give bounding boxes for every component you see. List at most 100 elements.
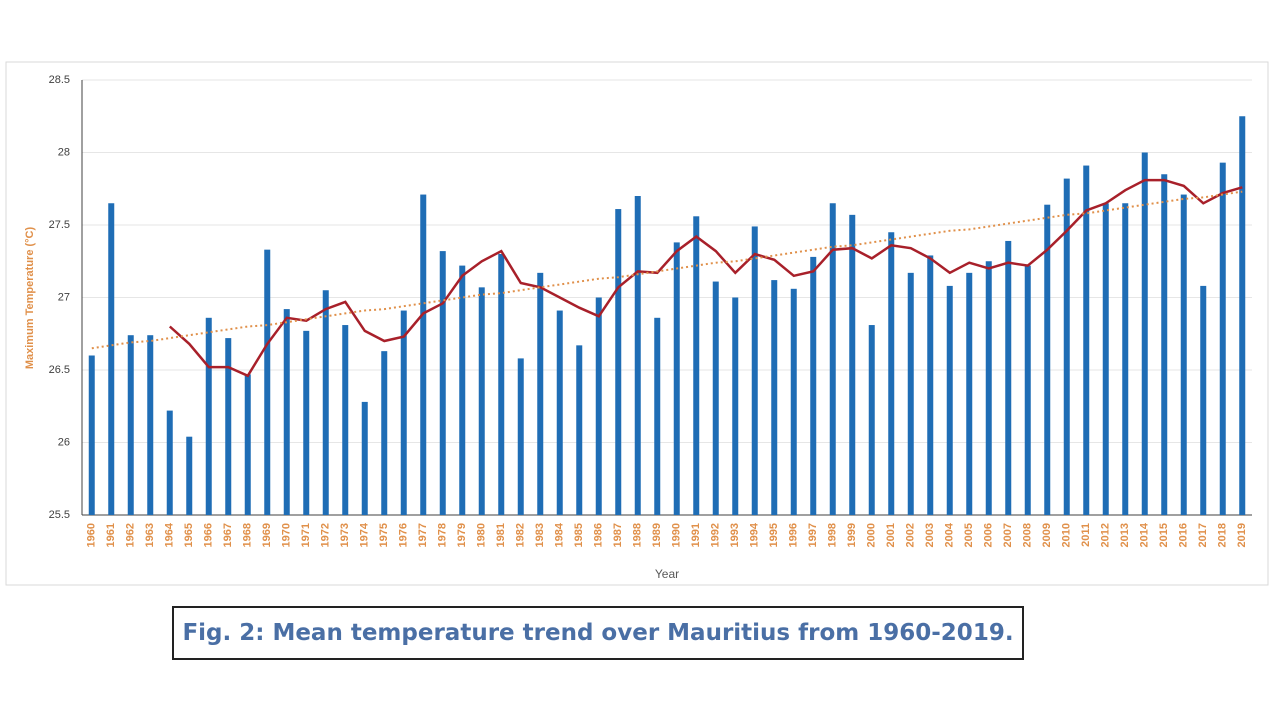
x-tick-label: 2016 (1178, 523, 1190, 547)
x-tick-label: 1966 (203, 523, 215, 547)
bar (186, 436, 193, 515)
x-tick-label: 1984 (554, 522, 566, 547)
bar (673, 242, 680, 515)
bar (693, 216, 700, 516)
x-tick-label: 1964 (164, 522, 176, 547)
x-tick-label: 1975 (378, 523, 390, 547)
bar (127, 335, 134, 515)
bar (634, 196, 641, 515)
caption: Fig. 2: Mean temperature trend over Maur… (172, 606, 1024, 660)
y-tick-label: 27 (58, 291, 70, 303)
x-tick-label: 1971 (300, 523, 312, 547)
bar (615, 209, 622, 516)
x-tick-label: 2010 (1061, 523, 1073, 547)
moving-average-line (168, 178, 1243, 378)
x-tick-label: 1968 (242, 523, 254, 547)
bar (225, 338, 232, 515)
bar (537, 272, 544, 515)
x-tick-label: 2013 (1119, 523, 1131, 547)
x-tick-label: 1998 (827, 523, 839, 547)
x-tick-label: 1997 (807, 523, 819, 547)
y-tick-label: 26.5 (49, 364, 70, 376)
x-tick-label: 1960 (86, 523, 98, 547)
bar (810, 256, 817, 515)
x-tick-label: 1986 (593, 523, 605, 547)
bar (576, 345, 583, 515)
x-tick-label: 1990 (671, 523, 683, 547)
x-tick-label: 2017 (1197, 523, 1209, 547)
bar (1161, 174, 1168, 515)
x-tick-label: 1989 (651, 523, 663, 547)
bar (1024, 265, 1031, 515)
bar (205, 317, 212, 515)
bar (732, 297, 739, 515)
x-tick-label: 1974 (359, 522, 371, 547)
x-axis-label: Year (655, 567, 679, 581)
bar (147, 335, 154, 515)
x-tick-label: 1992 (710, 523, 722, 547)
x-tick-label: 2015 (1158, 523, 1170, 547)
bar (88, 355, 95, 515)
x-tick-label: 1996 (788, 523, 800, 547)
bar (654, 317, 661, 515)
x-tick-label: 2001 (885, 523, 897, 547)
bar (166, 410, 173, 515)
x-tick-label: 1970 (281, 523, 293, 547)
x-tick-label: 1962 (125, 523, 137, 547)
y-tick-label: 26 (58, 436, 70, 448)
x-tick-label: 1988 (632, 523, 644, 547)
bar (420, 194, 427, 516)
bar (400, 310, 407, 515)
x-tick-label: 2005 (963, 523, 975, 547)
y-axis-label: Maximum Temperature (°C) (24, 227, 36, 370)
x-tick-label: 1993 (729, 523, 741, 547)
bar (771, 280, 778, 515)
y-tick-label: 28.5 (49, 74, 70, 86)
bar (1102, 203, 1109, 515)
x-tick-label: 2014 (1139, 522, 1151, 547)
x-tick-label: 2006 (983, 523, 995, 547)
x-tick-label: 2019 (1236, 523, 1248, 547)
x-tick-label: 2012 (1100, 523, 1112, 547)
x-tick-label: 1969 (261, 523, 273, 547)
bar (303, 330, 310, 515)
bar (342, 325, 349, 515)
bar (244, 374, 251, 515)
bar (1180, 194, 1187, 516)
y-tick-label: 27.5 (49, 219, 70, 231)
bar (1083, 165, 1090, 516)
x-tick-label: 1985 (573, 523, 585, 547)
x-tick-label: 1982 (515, 523, 527, 547)
bar (498, 254, 505, 515)
bar (108, 203, 115, 515)
bar (1063, 178, 1070, 515)
x-tick-label: 1994 (749, 522, 761, 547)
x-tick-label: 1979 (456, 523, 468, 547)
x-tick-label: 1995 (768, 523, 780, 547)
x-tick-label: 1976 (398, 523, 410, 547)
x-tick-label: 2003 (924, 523, 936, 547)
bar (868, 325, 875, 515)
bar (1200, 285, 1207, 515)
x-tick-label: 1961 (105, 523, 117, 547)
x-tick-label: 2002 (905, 523, 917, 547)
bar (790, 288, 797, 515)
bar (459, 265, 466, 515)
x-tick-label: 1991 (690, 523, 702, 547)
bar (1044, 204, 1051, 515)
bar (361, 401, 368, 515)
x-tick-label: 1980 (476, 523, 488, 547)
x-tick-label: 2004 (944, 522, 956, 547)
bar (907, 272, 914, 515)
bar (478, 287, 485, 515)
trend-line (91, 190, 1243, 350)
x-tick-label: 2000 (866, 523, 878, 547)
x-tick-label: 2011 (1080, 523, 1092, 547)
bar (751, 226, 758, 515)
bar (322, 290, 329, 515)
bar (264, 249, 271, 515)
bar (517, 358, 524, 515)
bar (888, 232, 895, 515)
bar (439, 251, 446, 515)
